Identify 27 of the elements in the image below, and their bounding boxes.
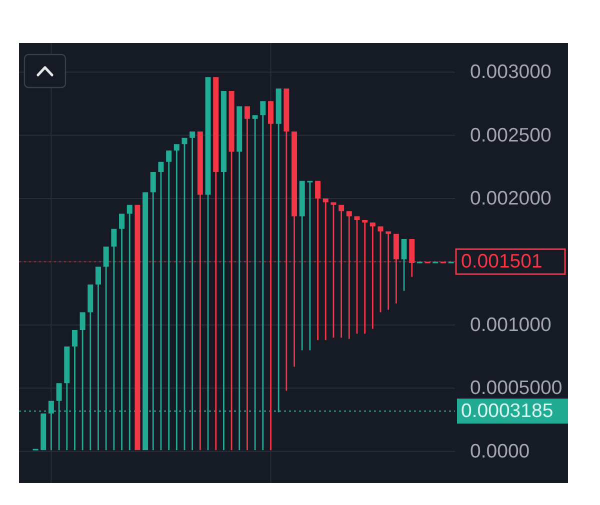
candlestick: [401, 238, 407, 291]
candlestick: [213, 77, 219, 450]
candlestick: [244, 106, 250, 450]
y-tick-label: 0.002500: [470, 124, 552, 146]
y-tick-label: 0.0005000: [470, 377, 562, 400]
y-tick-label: 0.0000: [470, 440, 530, 462]
candlestick: [315, 180, 321, 340]
candlestick: [134, 204, 140, 450]
candlestick: [40, 413, 46, 450]
candlestick: [307, 180, 313, 350]
candlestick: [362, 220, 368, 334]
candlestick: [322, 198, 328, 340]
candlestick: [346, 211, 352, 339]
y-tick-label: 0.001000: [470, 314, 552, 336]
candlestick: [409, 238, 415, 277]
candlestick: [299, 180, 305, 350]
ref-line-label: 0.0003185: [461, 400, 554, 422]
candlestick: [393, 234, 399, 304]
candlestick: [386, 231, 392, 310]
candlestick: [284, 88, 290, 391]
candlestick: [338, 204, 344, 338]
y-tick-label: 0.003000: [470, 61, 552, 84]
candlestick: [370, 222, 376, 329]
candlestick: [197, 132, 203, 450]
ref-line-label: 0.001501: [461, 250, 542, 273]
y-tick-label: 0.002000: [470, 188, 552, 210]
candlestick: [292, 132, 298, 367]
